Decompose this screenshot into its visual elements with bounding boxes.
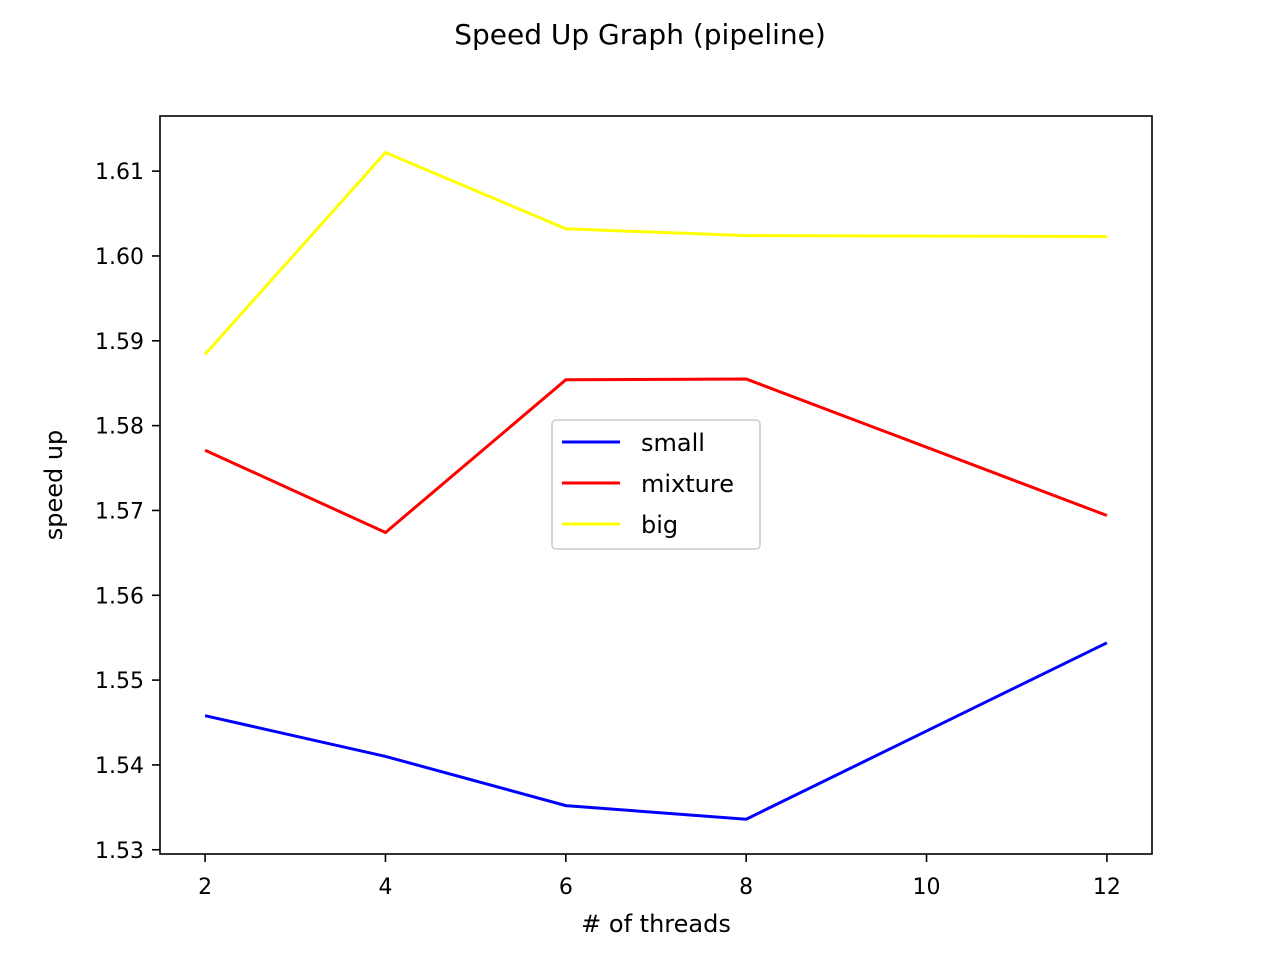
legend-label-mixture: mixture xyxy=(641,470,734,498)
series-layer xyxy=(203,150,1108,821)
x-axis-label: # of threads xyxy=(581,910,731,938)
series-line-small xyxy=(204,641,1108,821)
plot-area xyxy=(159,115,1153,855)
y-tick-label: 1.58 xyxy=(95,415,144,440)
x-tick-label: 8 xyxy=(739,875,753,900)
y-tick-label: 1.54 xyxy=(95,754,144,779)
y-tick-label: 1.60 xyxy=(95,245,144,270)
x-axis: 2 4 6 8 10 12 xyxy=(198,854,1121,900)
x-tick-label: 2 xyxy=(198,875,212,900)
legend-items: small mixture big xyxy=(562,429,734,539)
plot-frame xyxy=(159,115,1153,855)
y-tick-label: 1.57 xyxy=(95,499,144,524)
y-tick-label: 1.56 xyxy=(95,584,144,609)
y-tick-label: 1.59 xyxy=(95,330,144,355)
y-axis: 1.53 1.54 1.55 1.56 1.57 1.58 1.59 1.60 1.61 xyxy=(95,160,160,864)
y-tick-label: 1.55 xyxy=(95,669,144,694)
chart-title: Speed Up Graph (pipeline) xyxy=(454,18,826,51)
y-axis-label: speed up xyxy=(40,430,68,541)
legend-frame xyxy=(551,419,761,550)
x-tick-label: 6 xyxy=(559,875,573,900)
legend-label-small: small xyxy=(641,429,705,457)
x-tick-label: 12 xyxy=(1093,875,1121,900)
y-tick-label: 1.61 xyxy=(95,160,144,185)
x-tick-label: 4 xyxy=(378,875,392,900)
y-tick-label: 1.53 xyxy=(95,839,144,864)
x-tick-label: 10 xyxy=(913,875,941,900)
series-line-big xyxy=(203,150,1107,356)
series-line-mixture xyxy=(204,377,1108,535)
legend: small mixture big xyxy=(551,419,761,550)
legend-label-big: big xyxy=(641,511,678,539)
